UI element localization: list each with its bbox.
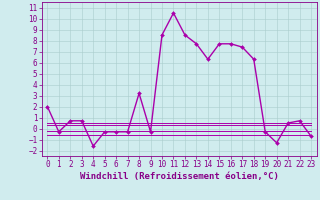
X-axis label: Windchill (Refroidissement éolien,°C): Windchill (Refroidissement éolien,°C) [80, 172, 279, 181]
